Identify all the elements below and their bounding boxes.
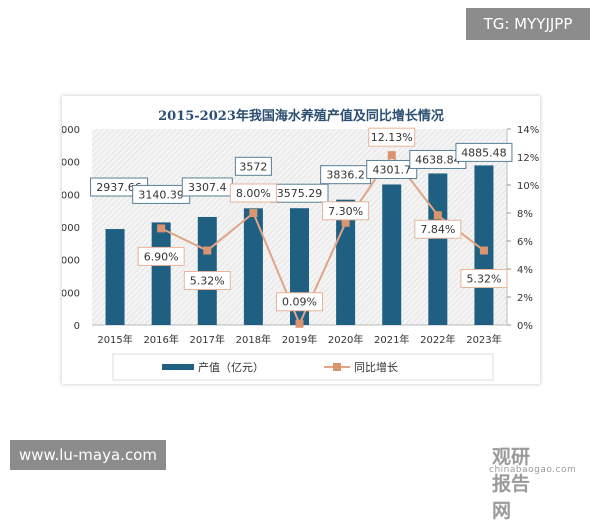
y-left-tick-label: 6000 xyxy=(62,125,80,136)
source-brand: 观研报告网 xyxy=(492,446,531,522)
bar xyxy=(428,173,448,325)
y-left-tick-label: 4000 xyxy=(62,190,80,201)
source-url: chinabaogao.com xyxy=(489,465,577,475)
y-right-tick-label: 14% xyxy=(517,125,539,136)
growth-value-label-box xyxy=(414,219,462,239)
x-tick-label: 2022年 xyxy=(420,333,455,346)
growth-value-label-box xyxy=(276,292,323,312)
y-right-tick-label: 12% xyxy=(517,153,539,164)
x-tick-label: 2020年 xyxy=(328,333,363,346)
growth-point xyxy=(157,224,166,233)
growth-value-label-box xyxy=(460,269,508,289)
bar-value-label: 3307.4 xyxy=(188,181,227,194)
x-tick-label: 2021年 xyxy=(374,333,409,346)
growth-value-label: 7.30% xyxy=(328,205,363,218)
bar-value-label: 3575.29 xyxy=(277,187,323,200)
bar-value-label: 2937.66 xyxy=(96,181,142,194)
x-tick-label: 2019年 xyxy=(282,333,317,346)
growth-value-label: 5.32% xyxy=(190,275,225,288)
growth-point xyxy=(341,218,350,227)
growth-point xyxy=(433,211,442,220)
bar xyxy=(105,229,125,325)
growth-value-label: 5.32% xyxy=(466,273,501,286)
y-right-tick-label: 8% xyxy=(517,209,533,220)
chart: 2015-2023年我国海水养殖产值及同比增长情况 0 1000 2000 3000 4… xyxy=(62,108,539,381)
bar-value-label: 4301.7 xyxy=(372,163,411,176)
y-left-tick-label: 0 xyxy=(74,321,80,332)
watermark-bottom: www.lu-maya.com xyxy=(10,440,166,470)
y-right-tick-label: 2% xyxy=(517,293,533,304)
growth-value-label-box xyxy=(368,127,416,147)
legend-line-label: 同比增长 xyxy=(354,360,398,374)
bar xyxy=(197,216,217,325)
x-tick-label: 2018年 xyxy=(236,333,271,346)
chart-title: 2015-2023年我国海水养殖产值及同比增长情况 xyxy=(158,108,444,124)
y-right-tick-label: 0% xyxy=(517,321,533,332)
y-right-tick-label: 4% xyxy=(517,265,533,276)
legend-bar-label: 产值（亿元） xyxy=(198,360,264,374)
bar-value-label: 4638.84 xyxy=(415,153,461,166)
chart-card: 2015-2023年我国海水养殖产值及同比增长情况 0 1000 2000 3000 4… xyxy=(62,96,576,522)
bar-value-label-box xyxy=(234,156,272,176)
growth-point xyxy=(479,246,488,255)
legend-line-marker xyxy=(333,363,341,371)
y-left-tick-label: 5000 xyxy=(62,158,80,169)
x-tick-label: 2023年 xyxy=(466,333,501,346)
bar-value-label: 3140.39 xyxy=(138,188,184,201)
y-right-tick-label: 10% xyxy=(517,181,539,192)
growth-value-label-box xyxy=(183,271,231,291)
bar xyxy=(243,208,263,325)
bar-value-label: 3572 xyxy=(239,160,267,173)
bar-value-label: 4885.48 xyxy=(461,146,507,159)
growth-value-label: 8.00% xyxy=(236,187,271,200)
bar xyxy=(151,222,171,325)
x-tick-label: 2016年 xyxy=(143,333,178,346)
watermark-top: TG: MYYJJPP xyxy=(466,8,590,40)
y-left-tick-label: 3000 xyxy=(62,223,80,234)
growth-point xyxy=(295,319,304,328)
bar xyxy=(382,184,402,325)
growth-point xyxy=(203,246,212,255)
y-left-tick-label: 1000 xyxy=(62,288,80,299)
y-right-tick-label: 6% xyxy=(517,237,533,248)
x-tick-label: 2015年 xyxy=(97,333,132,346)
growth-value-label-box xyxy=(137,246,185,266)
growth-value-label: 0.09% xyxy=(282,296,317,309)
legend-bar-swatch xyxy=(162,364,194,370)
growth-point xyxy=(249,209,258,217)
bar-value-label: 3836.2 xyxy=(326,169,365,182)
y-left-tick-label: 2000 xyxy=(62,256,80,267)
x-tick-label: 2017年 xyxy=(190,333,225,346)
growth-point xyxy=(387,151,396,160)
growth-value-label-box xyxy=(322,201,370,221)
growth-value-label: 7.84% xyxy=(420,223,455,236)
bar-value-label-box xyxy=(455,142,513,162)
bar-value-label-box xyxy=(366,159,418,179)
growth-value-label: 6.90% xyxy=(144,250,179,263)
growth-value-label-box xyxy=(229,183,277,203)
growth-line xyxy=(160,153,485,327)
growth-value-label: 12.13% xyxy=(371,131,413,144)
